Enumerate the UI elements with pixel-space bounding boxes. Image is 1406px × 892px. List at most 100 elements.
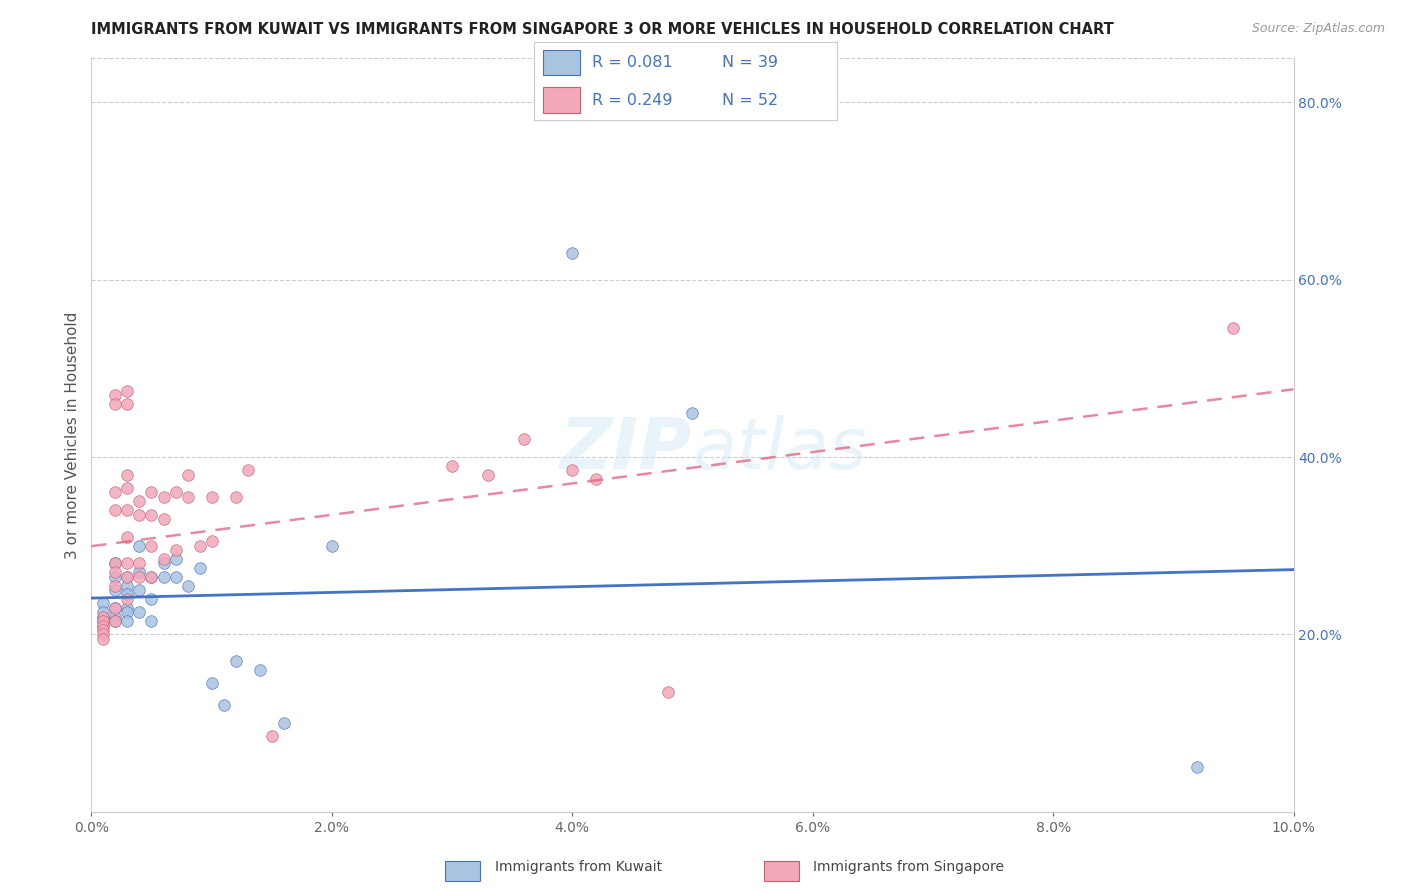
Point: [117, 578, 139, 592]
Point: [225, 490, 247, 504]
Point: [273, 716, 295, 731]
Point: [165, 485, 187, 500]
Point: [117, 570, 139, 584]
Text: IMMIGRANTS FROM KUWAIT VS IMMIGRANTS FROM SINGAPORE 3 OR MORE VEHICLES IN HOUSEH: IMMIGRANTS FROM KUWAIT VS IMMIGRANTS FRO…: [91, 22, 1114, 37]
Point: [128, 508, 150, 522]
Point: [93, 596, 115, 610]
Text: N = 39: N = 39: [721, 54, 778, 70]
Point: [104, 600, 127, 615]
Point: [117, 570, 139, 584]
Point: [201, 534, 224, 549]
Point: [117, 481, 139, 495]
Point: [176, 578, 198, 592]
Point: [321, 539, 343, 553]
Point: [152, 512, 174, 526]
Point: [104, 600, 127, 615]
Point: [117, 503, 139, 517]
Point: [201, 676, 224, 690]
Point: [117, 530, 139, 544]
Point: [201, 490, 224, 504]
Bar: [763, 861, 800, 880]
Point: [128, 494, 150, 508]
Text: Source: ZipAtlas.com: Source: ZipAtlas.com: [1251, 22, 1385, 36]
Point: [176, 490, 198, 504]
Point: [128, 570, 150, 584]
Point: [93, 618, 115, 632]
Point: [117, 397, 139, 411]
Point: [117, 384, 139, 398]
Point: [93, 627, 115, 641]
Point: [141, 591, 163, 606]
Point: [128, 539, 150, 553]
Point: [225, 654, 247, 668]
Point: [104, 388, 127, 402]
Point: [585, 472, 607, 486]
Point: [93, 623, 115, 637]
Point: [104, 503, 127, 517]
Bar: [543, 50, 579, 75]
Point: [104, 485, 127, 500]
Point: [152, 570, 174, 584]
Point: [93, 614, 115, 628]
Point: [128, 557, 150, 571]
Point: [93, 609, 115, 624]
Point: [176, 467, 198, 482]
Point: [561, 463, 583, 477]
Text: R = 0.081: R = 0.081: [592, 54, 672, 70]
Point: [657, 685, 679, 699]
Point: [117, 605, 139, 619]
Point: [152, 557, 174, 571]
Point: [188, 539, 211, 553]
Y-axis label: 3 or more Vehicles in Household: 3 or more Vehicles in Household: [65, 311, 80, 558]
Point: [260, 730, 283, 744]
Point: [141, 614, 163, 628]
Point: [93, 632, 115, 646]
Point: [104, 557, 127, 571]
Text: R = 0.249: R = 0.249: [592, 93, 672, 108]
Point: [128, 582, 150, 597]
Point: [117, 557, 139, 571]
Point: [141, 570, 163, 584]
Text: ZIP: ZIP: [560, 416, 692, 484]
Point: [117, 600, 139, 615]
Point: [188, 561, 211, 575]
Point: [141, 508, 163, 522]
Point: [93, 605, 115, 619]
Point: [128, 566, 150, 580]
Point: [152, 490, 174, 504]
Point: [117, 467, 139, 482]
Point: [104, 614, 127, 628]
Point: [93, 614, 115, 628]
Point: [561, 246, 583, 260]
Text: N = 52: N = 52: [721, 93, 778, 108]
Point: [165, 543, 187, 558]
Point: [93, 618, 115, 632]
Point: [152, 552, 174, 566]
Point: [104, 578, 127, 592]
Point: [212, 698, 235, 713]
Point: [165, 552, 187, 566]
Point: [141, 485, 163, 500]
Point: [165, 570, 187, 584]
Point: [104, 557, 127, 571]
Point: [104, 566, 127, 580]
Point: [513, 432, 536, 446]
Point: [236, 463, 259, 477]
Point: [477, 467, 499, 482]
Point: [1187, 760, 1209, 774]
Point: [440, 458, 463, 473]
Text: Immigrants from Kuwait: Immigrants from Kuwait: [495, 860, 662, 874]
Point: [128, 605, 150, 619]
Point: [104, 609, 127, 624]
Point: [681, 406, 703, 420]
Bar: [543, 87, 579, 112]
Point: [117, 587, 139, 601]
Point: [1222, 321, 1244, 335]
Text: atlas: atlas: [692, 416, 868, 484]
Point: [141, 570, 163, 584]
Point: [104, 570, 127, 584]
Point: [104, 614, 127, 628]
Point: [117, 614, 139, 628]
Bar: [444, 861, 481, 880]
Point: [104, 397, 127, 411]
